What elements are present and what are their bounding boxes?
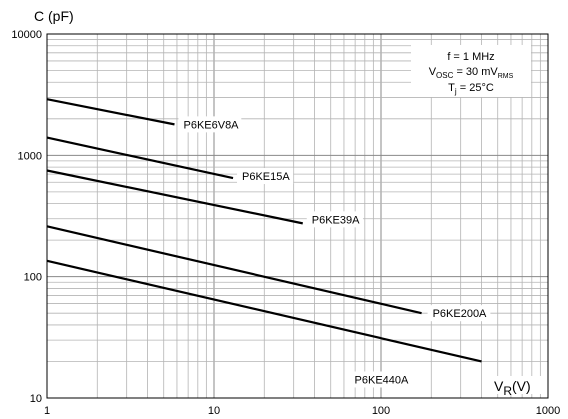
series-label: P6KE6V8A [183, 119, 239, 131]
y-tick-label: 10000 [11, 29, 42, 41]
series-label-background [237, 168, 294, 185]
series-label: P6KE440A [355, 374, 409, 386]
condition-frequency: f = 1 MHz [447, 51, 494, 63]
x-tick-label: 100 [372, 405, 390, 417]
x-tick-label: 1 [44, 405, 50, 417]
condition-temperature: Tj = 25°C [448, 82, 494, 96]
series-label-background [178, 116, 242, 133]
series-label-background [427, 305, 491, 322]
series-line [46, 98, 175, 126]
plot-frame [46, 33, 549, 399]
series-label: P6KE15A [242, 171, 290, 183]
svg-text:VR(V): VR(V) [494, 378, 531, 398]
series-label: P6KE200A [433, 308, 487, 320]
y-tick-label: 100 [24, 272, 42, 284]
series-line [46, 136, 234, 180]
series-label: P6KE39A [312, 214, 360, 226]
series-label-background [306, 211, 363, 228]
series-group [46, 98, 482, 363]
series-labels: P6KE6V8A P6KE15A P6KE39A P6KE200A P6KE440A [178, 116, 491, 388]
y-tick-label: 10 [30, 393, 42, 405]
x-axis-title: VR(V) [490, 376, 546, 398]
condition-vosc: VOSC = 30 mVRMS [429, 66, 514, 80]
series-line [46, 225, 422, 315]
conditions-box: f = 1 MHz VOSC = 30 mVRMS Tj = 25°C [411, 45, 531, 97]
y-tick-label: 1000 [18, 150, 42, 162]
x-tick-label: 10 [208, 405, 220, 417]
x-tick-label: 1000 [536, 405, 560, 417]
series-line [46, 259, 482, 363]
series-line [46, 169, 303, 225]
y-axis-title: C (pF) [34, 8, 74, 24]
series-label-background [349, 371, 413, 388]
